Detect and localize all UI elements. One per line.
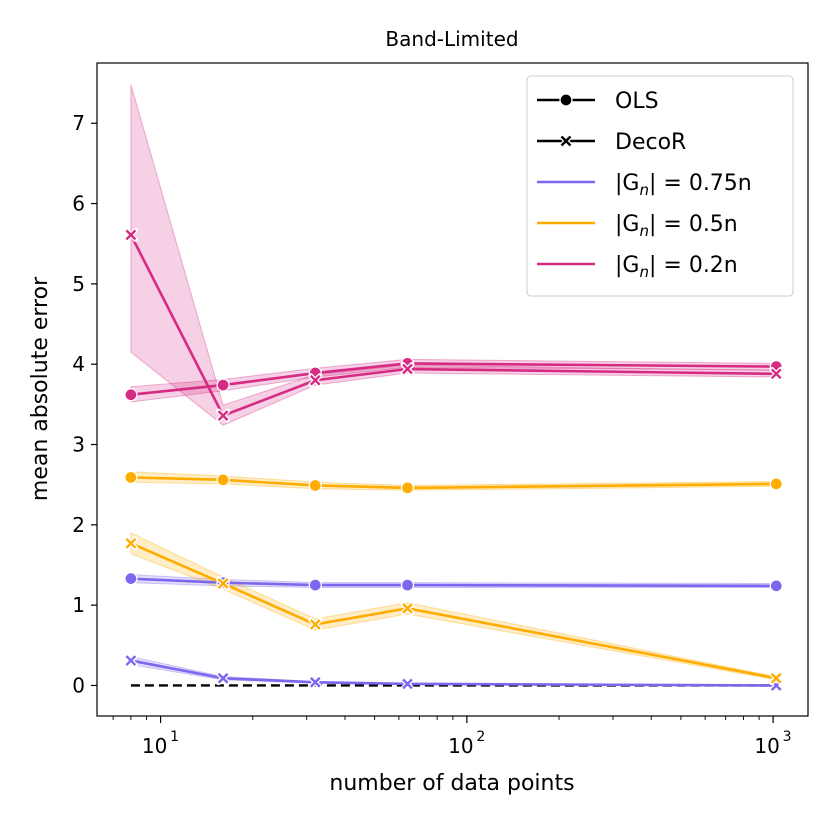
chart-title: Band-Limited (385, 27, 518, 51)
y-tick-label-1: 1 (72, 593, 85, 617)
point-x-s3-1 (216, 576, 231, 591)
point-x-s1-1 (216, 671, 231, 686)
legend: OLS DecoR |Gn| = 0.75n |Gn| = 0.5n |Gn| = 0.… (526, 75, 794, 297)
y-tick-label-4: 4 (72, 352, 85, 376)
x-tick-exponent-1: 2 (476, 729, 485, 745)
point-x-s5-4 (769, 366, 784, 381)
legend-item-0: OLS (537, 89, 659, 114)
point-dot-s2-1 (216, 473, 230, 487)
point-x-s1-0 (123, 653, 138, 668)
band-series-3 (130, 532, 777, 681)
y-tick-label-3: 3 (72, 433, 85, 457)
point-dot-s2-0 (124, 470, 138, 485)
x-tick-label-2: 10 (754, 734, 779, 758)
point-x-s3-4 (769, 671, 784, 686)
point-x-s3-0 (123, 536, 138, 551)
legend-label-3: |Gn| = 0.5n (615, 212, 738, 240)
point-dot-s0-2 (308, 578, 322, 592)
legend-label-0: OLS (615, 89, 659, 114)
point-dot-s2-3 (400, 481, 415, 495)
point-x-s5-2 (308, 373, 323, 388)
point-dot-s0-3 (400, 578, 415, 592)
y-tick-label-0: 0 (72, 673, 85, 697)
y-axis: 0 1 2 3 4 5 6 7 (72, 111, 97, 697)
series-lines (129, 234, 777, 687)
point-x-s1-3 (400, 676, 415, 691)
legend-label-4: |Gn| = 0.2n (615, 253, 738, 281)
legend-label-2: |Gn| = 0.75n (615, 171, 752, 199)
point-dot-s4-0 (124, 388, 138, 402)
point-x-s5-1 (216, 408, 231, 423)
legend-item-3: |Gn| = 0.5n (537, 212, 738, 240)
y-tick-label-7: 7 (72, 111, 85, 135)
series-markers (123, 227, 784, 693)
legend-dot-marker (559, 93, 573, 107)
legend-x-marker (560, 135, 572, 147)
x-tick-label-1: 10 (448, 734, 473, 758)
y-tick-label-5: 5 (72, 272, 85, 296)
point-x-s5-3 (400, 362, 415, 377)
point-x-s1-2 (308, 675, 323, 690)
x-axis: 10 1 10 2 10 3 (112, 716, 792, 758)
point-x-s3-2 (308, 617, 323, 632)
x-tick-exponent-0: 1 (170, 729, 179, 745)
point-dot-s4-1 (216, 378, 230, 392)
point-dot-s0-0 (124, 572, 138, 586)
y-tick-label-2: 2 (72, 513, 85, 537)
legend-item-2: |Gn| = 0.75n (537, 171, 752, 199)
x-tick-exponent-2: 3 (783, 729, 792, 745)
point-x-s5-0 (123, 227, 138, 242)
legend-box (526, 75, 794, 297)
point-dot-s2-4 (769, 477, 783, 491)
legend-item-4: |Gn| = 0.2n (537, 253, 738, 281)
y-tick-label-6: 6 (72, 192, 85, 216)
x-tick-label-0: 10 (142, 734, 167, 758)
legend-item-1: DecoR (537, 130, 686, 155)
point-dot-s0-4 (769, 579, 783, 593)
point-dot-s2-2 (308, 478, 322, 493)
legend-label-1: DecoR (615, 130, 686, 155)
y-axis-label: mean absolute error (28, 276, 53, 501)
point-x-s3-3 (400, 601, 415, 616)
x-axis-label: number of data points (329, 771, 574, 796)
